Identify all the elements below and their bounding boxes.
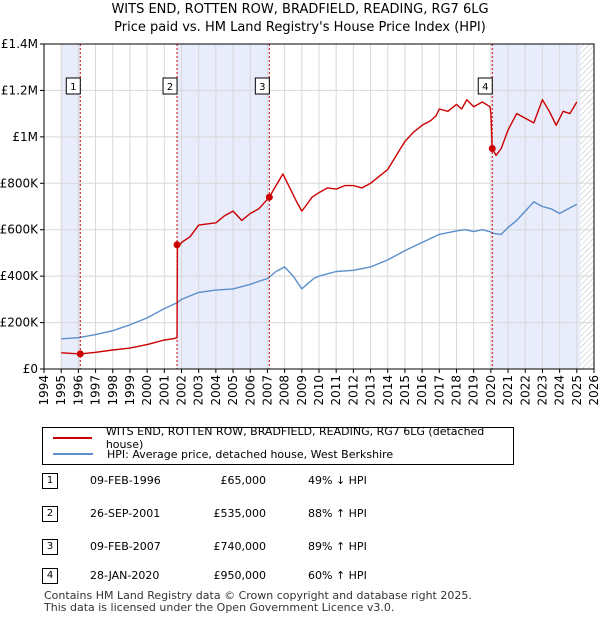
x-tick-label: 2008 <box>278 375 292 406</box>
x-tick-label: 2010 <box>312 375 326 406</box>
chart-subtitle: Price paid vs. HM Land Registry's House … <box>114 20 486 35</box>
legend-item-price: WITS END, ROTTEN ROW, BRADFIELD, READING… <box>43 425 513 451</box>
x-tick-label: 2015 <box>398 375 412 406</box>
legend-item-hpi: HPI: Average price, detached house, West… <box>43 446 393 462</box>
transaction-date: 09-FEB-1996 <box>90 474 161 487</box>
transaction-label: 3 <box>259 82 265 93</box>
x-tick-label: 2024 <box>553 375 567 406</box>
x-tick-label: 1994 <box>37 375 51 406</box>
transaction-number: 3 <box>42 539 58 555</box>
y-tick-label: £0 <box>23 362 38 376</box>
transaction-price: £950,000 <box>213 569 267 582</box>
transaction-label-box <box>254 77 270 95</box>
transaction-date: 26-SEP-2001 <box>90 507 161 520</box>
transaction-label: 4 <box>482 82 488 93</box>
x-tick-label: 2012 <box>346 375 360 406</box>
table-row: 2 26-SEP-2001 £535,000 88% ↑ HPI <box>42 506 382 524</box>
transaction-hpi: 49% ↓ HPI <box>308 474 367 487</box>
x-tick-label: 2019 <box>467 375 481 406</box>
transaction-hpi: 89% ↑ HPI <box>308 540 367 553</box>
x-tick-label: 2025 <box>570 375 584 406</box>
table-row: 3 09-FEB-2007 £740,000 89% ↑ HPI <box>42 539 382 557</box>
x-tick-label: 1998 <box>106 375 120 406</box>
x-tick-label: 2006 <box>243 375 257 406</box>
transaction-point <box>76 350 84 358</box>
legend-price-swatch <box>53 437 92 439</box>
transaction-price: £535,000 <box>213 507 267 520</box>
shaded-span <box>61 44 81 369</box>
x-tick-label: 2005 <box>226 375 240 406</box>
x-tick-label: 2001 <box>157 375 171 406</box>
transaction-number: 4 <box>42 568 58 584</box>
y-tick-label: £1.2M <box>1 83 38 97</box>
y-tick-label: £600K <box>0 223 39 237</box>
y-tick-label: £1M <box>12 130 38 144</box>
transaction-label: 2 <box>167 82 173 93</box>
x-tick-label: 2026 <box>587 375 600 406</box>
y-tick-label: £800K <box>0 176 39 190</box>
transaction-point <box>173 241 181 249</box>
x-tick-label: 2003 <box>192 375 206 406</box>
legend-price-label: WITS END, ROTTEN ROW, BRADFIELD, READING… <box>105 425 485 451</box>
transaction-label-box <box>65 77 81 95</box>
transaction-label: 1 <box>70 82 76 93</box>
x-tick-label: 2002 <box>175 375 189 406</box>
x-tick-label: 2004 <box>209 375 223 406</box>
transaction-date: 28-JAN-2020 <box>90 569 160 582</box>
transaction-label-box <box>162 77 178 95</box>
y-tick-label: £400K <box>0 269 39 283</box>
transaction-date: 09-FEB-2007 <box>90 540 161 553</box>
shaded-span <box>177 44 270 369</box>
x-tick-label: 2011 <box>329 375 343 406</box>
x-tick-label: 1996 <box>71 375 85 406</box>
x-tick-label: 2018 <box>450 375 464 406</box>
x-tick-label: 2016 <box>415 375 429 406</box>
x-tick-label: 2009 <box>295 375 309 406</box>
x-tick-label: 1997 <box>89 375 103 406</box>
transaction-number: 1 <box>42 473 58 489</box>
legend-hpi-swatch <box>53 453 93 455</box>
x-tick-label: 1999 <box>123 375 137 406</box>
transaction-price: £65,000 <box>220 474 267 487</box>
table-row: 4 28-JAN-2020 £950,000 60% ↑ HPI <box>42 568 382 586</box>
price-chart: 1 2 3 4 £0 £200K £400K £600K £800K £1M £1.2M £1.4M… <box>0 37 600 406</box>
x-tick-label: 2017 <box>432 375 446 406</box>
x-tick-label: 2013 <box>364 375 378 406</box>
transaction-price: £740,000 <box>213 540 267 553</box>
transaction-label-box <box>477 77 493 95</box>
x-tick-label: 2021 <box>501 375 515 406</box>
x-tick-label: 2020 <box>484 375 498 406</box>
transaction-point <box>265 193 273 201</box>
x-tick-label: 2023 <box>535 375 549 406</box>
x-tick-label: 2000 <box>140 375 154 406</box>
table-row: 1 09-FEB-1996 £65,000 49% ↓ HPI <box>42 473 382 491</box>
legend: WITS END, ROTTEN ROW, BRADFIELD, READING… <box>42 425 514 465</box>
transaction-number: 2 <box>42 506 58 522</box>
transaction-point <box>488 144 496 152</box>
x-tick-label: 2007 <box>260 375 274 406</box>
forecast-hatch <box>580 44 594 369</box>
chart-title: WITS END, ROTTEN ROW, BRADFIELD, READING… <box>111 2 489 17</box>
y-tick-label: £200K <box>0 316 39 330</box>
x-tick-label: 2014 <box>381 375 395 406</box>
footer-copyright: Contains HM Land Registry data © Crown c… <box>44 589 472 602</box>
y-tick-label: £1.4M <box>1 37 38 51</box>
shaded-span <box>492 44 581 369</box>
footer-license: This data is licensed under the Open Gov… <box>44 601 395 614</box>
x-tick-label: 1995 <box>54 375 68 406</box>
legend-hpi-label: HPI: Average price, detached house, West… <box>107 447 394 461</box>
transaction-hpi: 60% ↑ HPI <box>308 569 367 582</box>
x-tick-label: 2022 <box>518 375 532 406</box>
transaction-hpi: 88% ↑ HPI <box>308 507 367 520</box>
